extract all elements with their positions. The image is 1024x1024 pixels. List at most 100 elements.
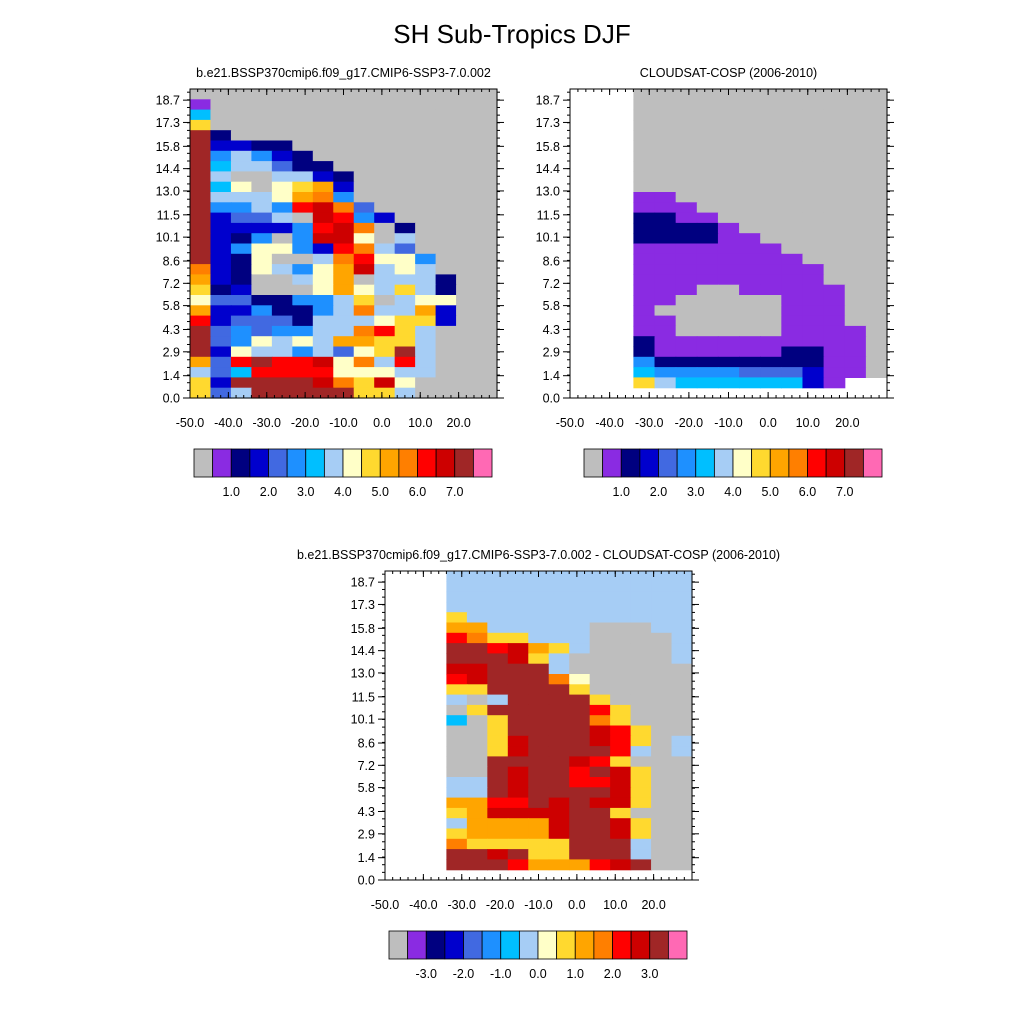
heatmap-cell [633,161,656,172]
heatmap-cell [651,725,673,737]
heatmap-cell [569,581,591,593]
heatmap-cell [671,756,693,768]
heatmap-cell [610,715,632,727]
heatmap-cell [353,140,375,152]
heatmap-cell [569,622,591,634]
heatmap-cell [487,746,509,757]
heatmap-cell [292,346,314,358]
heatmap-cell [760,315,782,327]
heatmap-cell [507,838,529,850]
heatmap-cell [394,295,416,306]
heatmap-cell [230,346,252,358]
heatmap-cell [292,109,314,121]
heatmap-cell [802,233,825,245]
heatmap-cell [651,643,673,654]
heatmap-cell [394,181,416,193]
heatmap-cell [251,367,273,378]
heatmap-cell [210,274,232,286]
heatmap-cell [415,367,437,378]
heatmap-cell [210,387,232,399]
heatmap-cell [760,202,782,214]
heatmap-cell [671,777,693,788]
y-tick-label: 18.7 [536,94,560,108]
heatmap-cell [353,161,375,172]
heatmap-cell [476,264,498,275]
heatmap-cell [394,212,416,224]
heatmap-cell [374,336,396,348]
heatmap-cell [760,367,782,378]
heatmap-cell [435,325,457,337]
heatmap-cell [630,632,652,644]
heatmap-cell [802,161,825,172]
heatmap-cell [630,787,652,799]
heatmap-cell [569,735,591,747]
heatmap-cell [394,387,416,399]
heatmap-cell [507,756,529,768]
heatmap-cell [476,140,498,152]
heatmap-cell [251,181,273,193]
heatmap-cell [630,581,652,593]
heatmap-cell [844,346,867,358]
heatmap-cell [844,150,867,162]
heatmap-cell [781,181,804,193]
colorbar-swatch [444,930,464,960]
heatmap-cell [466,849,488,860]
heatmap-cell [476,377,498,389]
heatmap-cell [671,643,693,654]
heatmap-cell [353,222,375,234]
heatmap-cell [823,325,846,337]
heatmap-cell [630,653,652,665]
heatmap-cell [781,295,804,306]
heatmap-cell [630,612,652,624]
heatmap-cell [633,264,656,275]
colorbar-label: 4.0 [724,485,741,499]
heatmap-cell [466,766,488,778]
colorbar-swatch [612,930,632,960]
heatmap-cell [190,367,212,378]
heatmap-cell [671,725,693,737]
heatmap-cell [446,828,468,840]
heatmap-cell [675,356,698,368]
heatmap-cell [456,181,478,193]
heatmap-cell [292,171,314,183]
heatmap-cell [271,346,293,358]
heatmap-cell [633,284,656,296]
heatmap-cell [654,161,677,172]
heatmap-cell [190,346,212,358]
y-tick-label: 17.3 [536,116,560,130]
heatmap-cell [456,336,478,348]
heatmap-cell [675,109,698,121]
heatmap-cell [415,274,437,286]
x-tick-label: -50.0 [176,416,205,430]
x-tick-label: 20.0 [446,416,470,430]
heatmap-cell [333,181,355,193]
heatmap-cell [251,253,273,265]
heatmap-cell [487,653,509,665]
heatmap-cell [675,305,698,317]
heatmap-cell [696,233,719,245]
heatmap-cell [353,387,375,399]
heatmap-cell [374,387,396,399]
heatmap-cell [456,150,478,162]
heatmap-cell [374,119,396,131]
colorbar-swatch [305,448,325,478]
heatmap-cell [312,274,334,286]
heatmap-cell [312,181,334,193]
heatmap-cell [230,264,252,275]
heatmap-cell [865,150,888,162]
heatmap-cell [844,119,867,131]
heatmap-cell [415,356,437,368]
heatmap-cell [802,356,825,368]
heatmap-cell [548,766,570,778]
colorbar-swatch [713,448,734,478]
heatmap-cell [415,264,437,275]
heatmap-cell [865,222,888,234]
heatmap-cell [312,130,334,142]
heatmap-cell [802,150,825,162]
heatmap-cell [610,735,632,747]
heatmap-cell [466,818,488,830]
heatmap-cell [476,150,498,162]
heatmap-cell [781,305,804,317]
heatmap-cell [292,295,314,306]
heatmap-cell [633,89,656,100]
